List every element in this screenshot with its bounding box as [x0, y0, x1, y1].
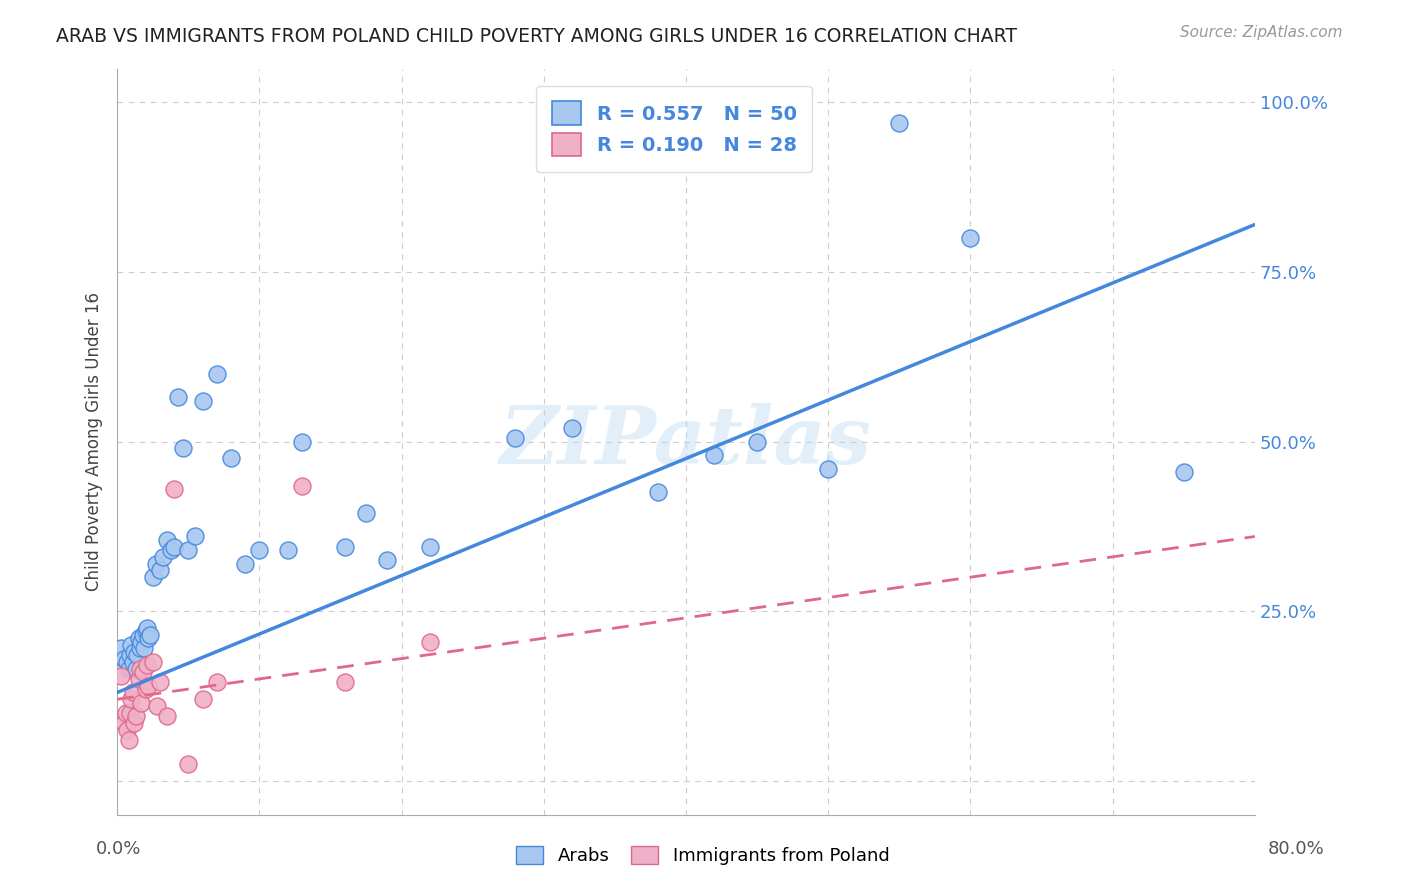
Point [122, 716, 145, 731]
Point [127, 648, 149, 663]
Text: ZIPatlas: ZIPatlas [501, 403, 872, 480]
Point [128, 631, 150, 645]
Point [291, 478, 314, 492]
Point [128, 672, 150, 686]
Point [138, 631, 160, 645]
Point [205, 367, 228, 381]
Point [110, 641, 132, 656]
Point [333, 675, 356, 690]
Point [110, 668, 132, 682]
Point [129, 662, 152, 676]
Point [247, 543, 270, 558]
Point [205, 675, 228, 690]
Point [124, 662, 146, 676]
Point [277, 543, 299, 558]
Point [233, 557, 256, 571]
Point [120, 638, 142, 652]
Point [134, 641, 156, 656]
Point [135, 624, 157, 639]
Point [561, 421, 583, 435]
Point [120, 692, 142, 706]
Text: 0.0%: 0.0% [96, 840, 141, 858]
Point [118, 648, 141, 663]
Point [115, 723, 138, 737]
Point [167, 391, 190, 405]
Point [132, 665, 155, 680]
Point [145, 557, 167, 571]
Point [177, 543, 200, 558]
Point [142, 655, 165, 669]
Point [136, 658, 159, 673]
Point [354, 506, 377, 520]
Point [121, 655, 143, 669]
Point [112, 716, 135, 731]
Point [112, 651, 135, 665]
Point [163, 540, 186, 554]
Point [172, 442, 194, 456]
Point [139, 628, 162, 642]
Point [121, 685, 143, 699]
Y-axis label: Child Poverty Among Girls Under 16: Child Poverty Among Girls Under 16 [86, 292, 103, 591]
Legend: Arabs, Immigrants from Poland: Arabs, Immigrants from Poland [509, 838, 897, 872]
Point [177, 756, 200, 771]
Point [505, 431, 527, 445]
Point [703, 448, 725, 462]
Point [889, 116, 911, 130]
Point [747, 434, 769, 449]
Point [122, 645, 145, 659]
Point [115, 655, 138, 669]
Point [146, 699, 169, 714]
Point [219, 451, 242, 466]
Point [149, 675, 172, 690]
Point [163, 482, 186, 496]
Point [118, 706, 141, 720]
Point [419, 540, 441, 554]
Point [117, 733, 139, 747]
Text: 80.0%: 80.0% [1268, 840, 1324, 858]
Point [377, 553, 399, 567]
Point [291, 434, 314, 449]
Point [152, 549, 174, 564]
Point [149, 563, 172, 577]
Point [184, 529, 207, 543]
Point [647, 485, 669, 500]
Point [124, 709, 146, 723]
Text: Source: ZipAtlas.com: Source: ZipAtlas.com [1180, 25, 1343, 40]
Point [156, 709, 179, 723]
Point [131, 696, 153, 710]
Legend: R = 0.557   N = 50, R = 0.190   N = 28: R = 0.557 N = 50, R = 0.190 N = 28 [537, 86, 813, 172]
Point [959, 231, 981, 245]
Point [114, 706, 136, 720]
Point [160, 543, 183, 558]
Point [1173, 465, 1195, 479]
Point [136, 621, 159, 635]
Text: ARAB VS IMMIGRANTS FROM POLAND CHILD POVERTY AMONG GIRLS UNDER 16 CORRELATION CH: ARAB VS IMMIGRANTS FROM POLAND CHILD POV… [56, 27, 1017, 45]
Point [191, 692, 214, 706]
Point [132, 628, 155, 642]
Point [156, 533, 179, 547]
Point [142, 570, 165, 584]
Point [131, 634, 153, 648]
Point [117, 662, 139, 676]
Point [333, 540, 356, 554]
Point [419, 634, 441, 648]
Point [135, 682, 157, 697]
Point [129, 641, 152, 656]
Point [191, 393, 214, 408]
Point [817, 461, 839, 475]
Point [138, 679, 160, 693]
